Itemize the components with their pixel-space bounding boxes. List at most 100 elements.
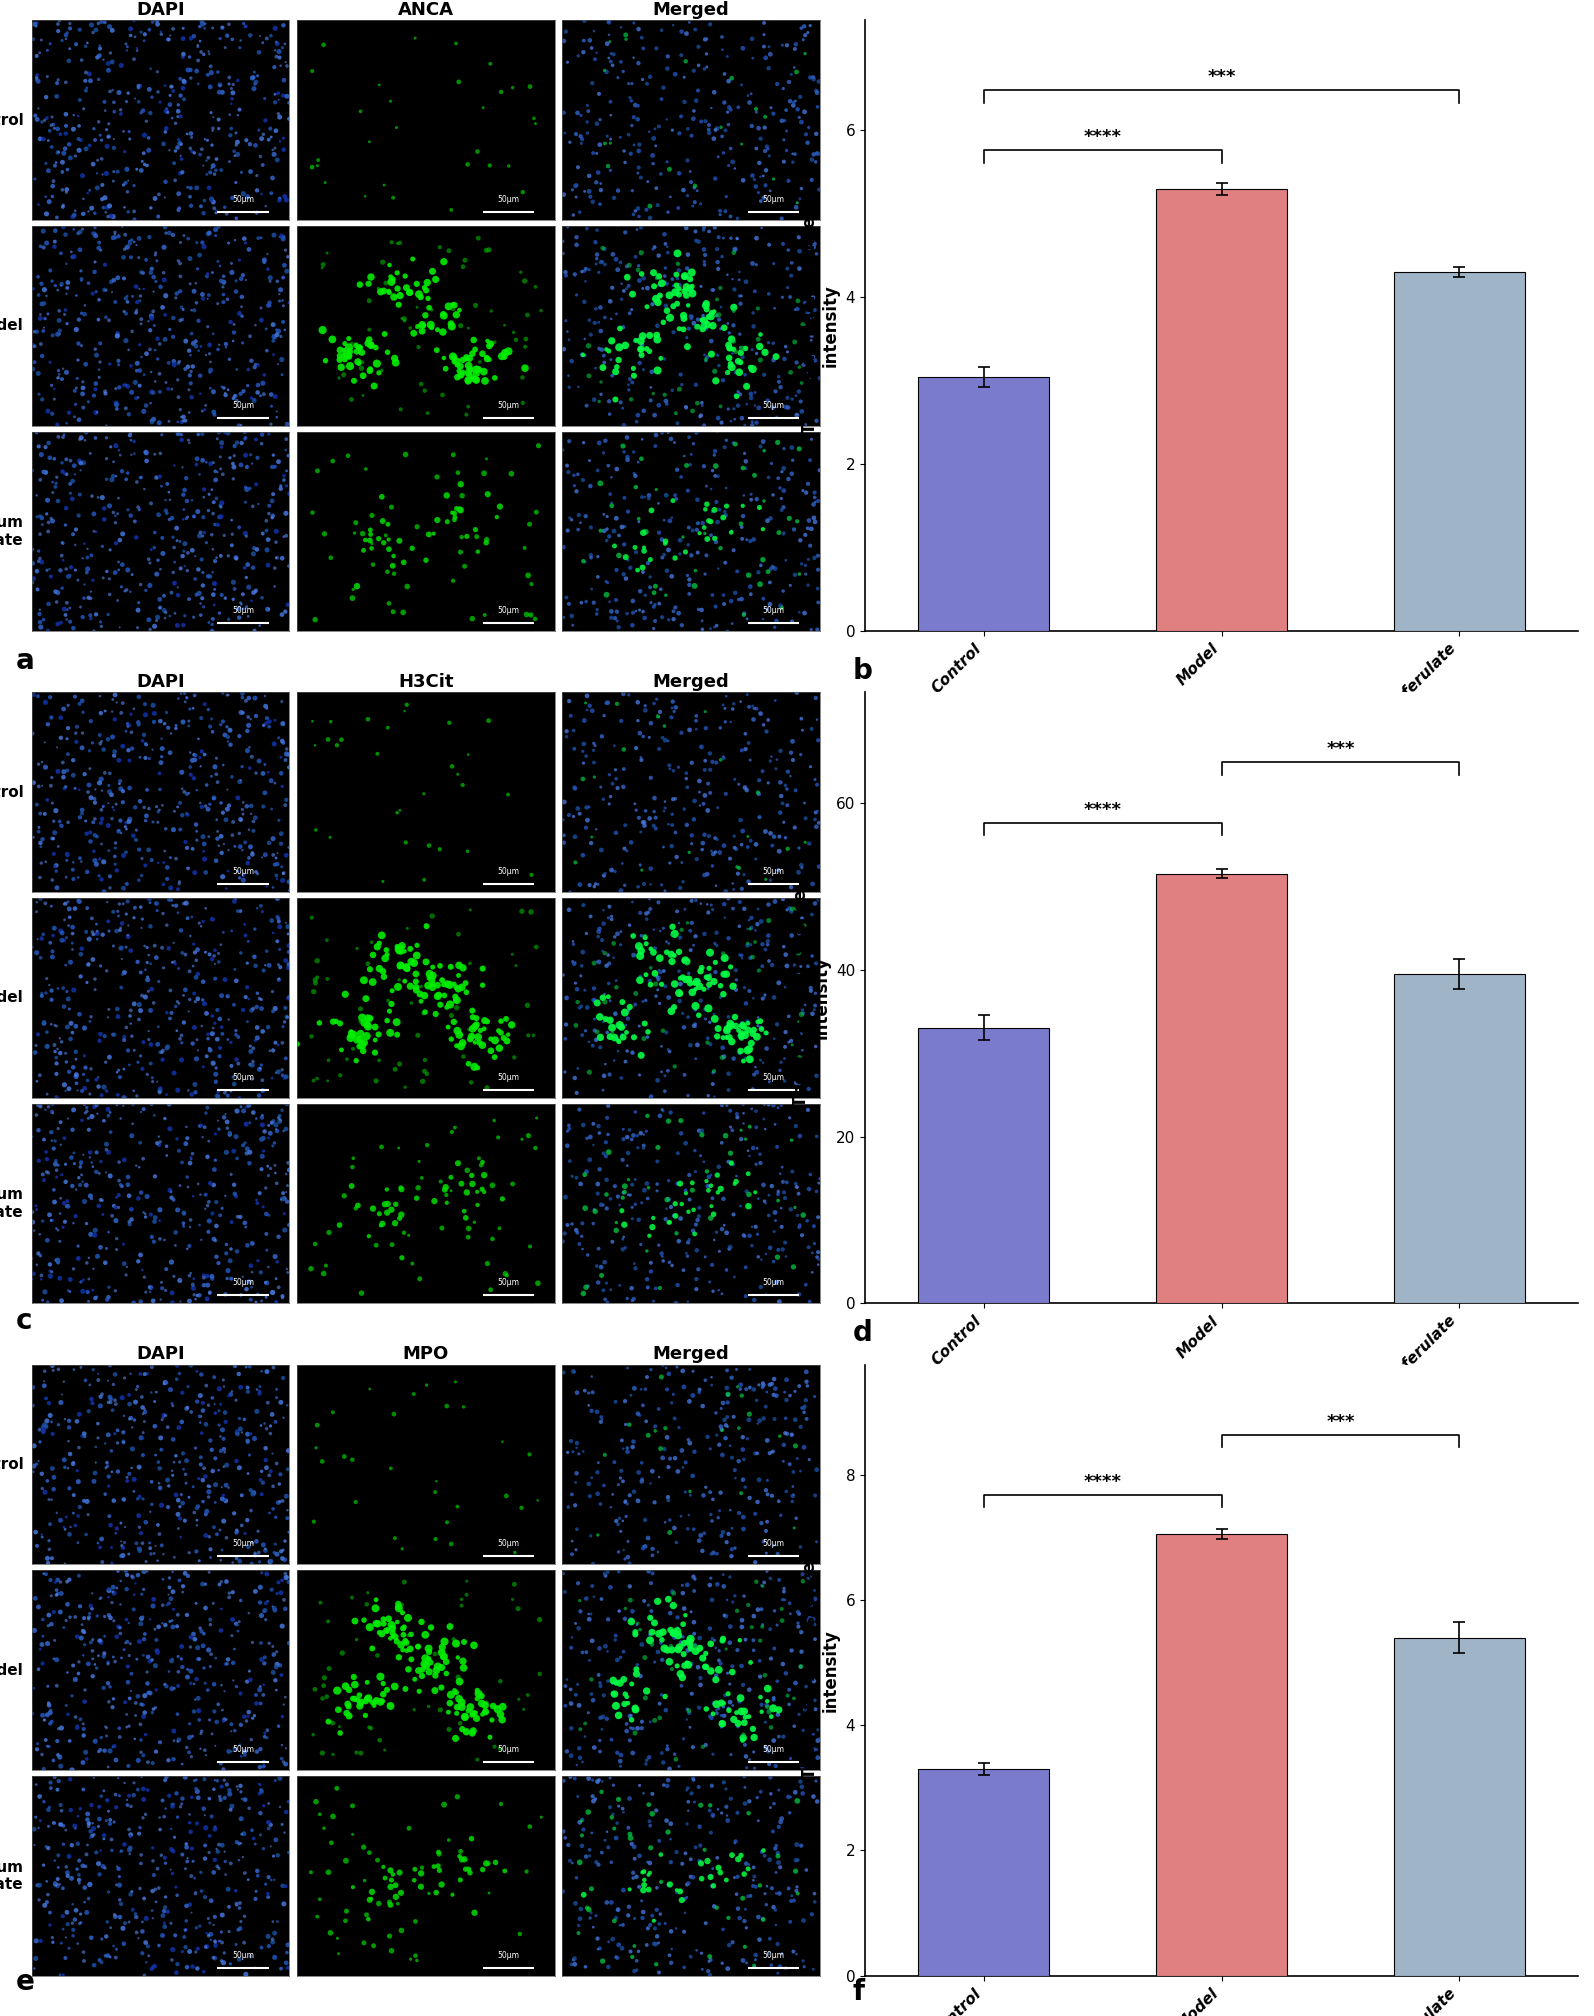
Point [188,599,214,631]
Point [24,1064,49,1097]
Point [161,349,186,381]
Point [247,1546,273,1579]
Point [577,1143,603,1175]
Point [414,970,440,1002]
Point [652,266,677,298]
Point [54,1689,80,1722]
Point [132,119,158,151]
Point [139,488,164,520]
Point [190,1395,215,1427]
Point [633,516,658,548]
Point [623,1945,649,1978]
Point [196,329,222,361]
Point [784,1171,810,1204]
Point [756,462,781,494]
Point [775,893,800,925]
Point [121,1766,147,1798]
Point [97,562,123,595]
Point [770,1647,795,1679]
Point [795,569,821,601]
Point [446,974,472,1006]
Point [693,105,719,137]
Point [65,1500,91,1532]
Point [139,1089,164,1121]
Point [210,278,236,310]
Point [99,1546,124,1579]
Point [201,101,226,133]
Point [57,1437,83,1470]
Point [274,1002,300,1034]
Point [752,1877,778,1909]
Point [604,502,630,534]
Point [81,917,107,950]
Point [716,1677,741,1710]
Point [110,212,135,244]
Point [757,139,783,171]
Point [668,1621,693,1653]
Point [45,202,70,234]
Point [367,1198,392,1230]
Point [38,984,64,1016]
Point [567,506,593,538]
Point [261,139,287,171]
Point [662,603,687,635]
Point [83,974,108,1006]
Point [266,1566,292,1599]
Point [703,946,728,978]
Point [642,232,668,264]
Point [105,1179,131,1212]
Point [33,1411,59,1443]
Point [147,1472,172,1504]
Point [104,1089,129,1121]
Point [652,1433,677,1466]
Point [202,1812,228,1845]
Point [408,970,434,1002]
Point [49,363,75,395]
Point [767,1486,792,1518]
Point [126,1500,151,1532]
Point [131,1439,156,1472]
Point [595,1635,620,1667]
Point [83,1064,108,1097]
Point [598,46,623,79]
Point [252,1720,277,1752]
Point [475,325,501,357]
Point [700,746,725,778]
Point [57,1510,83,1542]
Point [448,494,473,526]
Point [437,1824,462,1857]
Point [29,1629,54,1661]
Point [687,970,713,1002]
Point [389,1242,414,1274]
Point [48,1742,73,1774]
Point [703,365,728,397]
Point [379,1935,405,1968]
Point [45,577,70,609]
Point [443,984,469,1016]
Point [51,1212,77,1244]
Point [722,1454,748,1486]
Point [242,1536,268,1568]
Point [459,337,485,369]
Point [728,508,754,540]
Point [174,502,199,534]
Point [728,288,754,321]
Point [77,266,102,298]
Point [220,181,245,214]
Point [46,294,72,327]
Point [29,1518,54,1550]
Point [209,371,234,403]
Point [598,127,623,159]
Point [657,603,682,635]
Point [274,256,300,288]
Point [51,1443,77,1476]
Point [38,1766,64,1798]
Point [528,294,553,327]
Point [786,1611,811,1643]
Point [303,1228,328,1260]
Point [202,1058,228,1091]
Point [191,1262,217,1294]
Point [722,153,748,185]
Point [241,1476,266,1508]
Point [657,1504,682,1536]
